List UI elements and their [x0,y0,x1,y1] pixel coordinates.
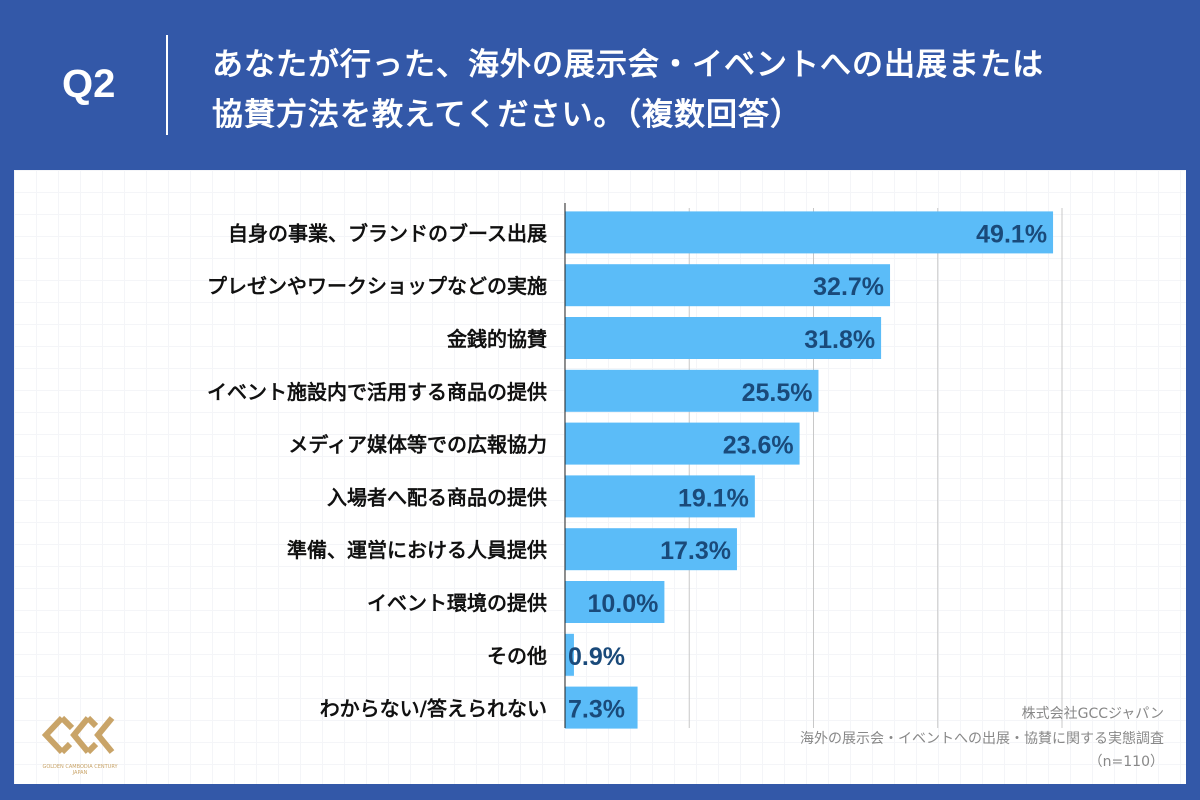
value-label: 19.1% [678,484,749,512]
bar [565,686,638,729]
divider [166,35,168,135]
category-label: プレゼンやワークショップなどの実施 [207,274,547,298]
value-label: 32.7% [813,273,884,301]
title-line-1: あなたが行った、海外の展示会・イベントへの出展または [212,47,1044,83]
bar [565,422,800,465]
source-sample: （n=110） [1088,754,1164,770]
category-label: その他 [487,644,547,668]
page-title: あなたが行った、海外の展示会・イベントへの出展または 協賛方法を教えてください。… [212,40,1044,140]
value-label: 10.0% [588,590,659,618]
gcc-logo: GOLDEN CAMBODIA CENTURY JAPAN [38,710,122,776]
title-line-2: 協賛方法を教えてください。（複数回答） [212,97,803,133]
value-label: 23.6% [723,432,794,460]
bar [565,528,737,571]
source-company: 株式会社GCCジャパン [1021,706,1164,722]
bar [565,475,755,518]
value-label: 7.3% [568,696,625,724]
value-label: 0.9% [568,643,625,671]
question-number: Q2 [62,62,116,106]
category-label: メディア媒体等での広報協力 [288,433,547,457]
category-label: 準備、運営における人員提供 [287,538,547,562]
bar [565,581,665,623]
bar [565,211,1054,254]
value-label: 25.5% [742,379,813,407]
category-label: イベント環境の提供 [367,591,547,615]
bar [565,317,882,359]
category-label: わからない/答えられない [320,697,547,721]
value-label: 31.8% [804,326,875,354]
category-label: 金銭的協賛 [446,327,548,351]
value-label: 17.3% [660,537,731,565]
bar [565,264,891,307]
category-label: 自身の事業、ブランドのブース出展 [228,221,547,245]
source-survey: 海外の展示会・イベントへの出展・協賛に関する実態調査 [800,731,1164,747]
category-label: 入場者へ配る商品の提供 [327,485,547,509]
value-label: 49.1% [976,220,1047,248]
bar [565,369,819,412]
logo-subtext: GOLDEN CAMBODIA CENTURY JAPAN [42,764,118,776]
category-label: イベント施設内で活用する商品の提供 [207,380,547,404]
bar [565,633,574,676]
